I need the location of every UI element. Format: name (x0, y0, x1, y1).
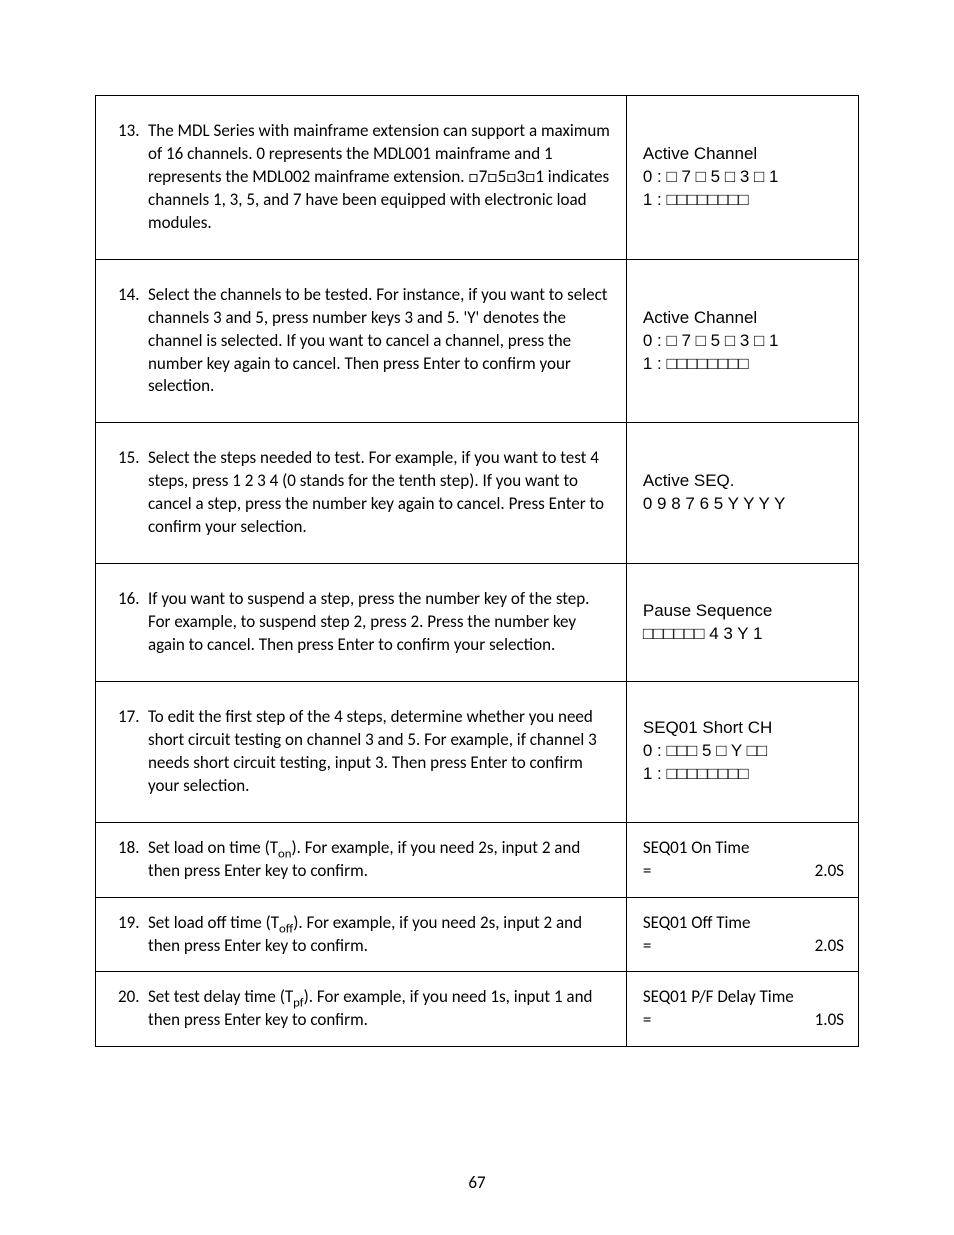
display-line: 1 : □□□□□□□□ (643, 353, 844, 376)
display-line: 1 : □□□□□□□□ (643, 763, 844, 786)
step-number: 17. (118, 706, 148, 798)
display-value: 2.0S (815, 860, 844, 883)
display-line: Pause Sequence (643, 600, 844, 623)
step-text: Select the steps needed to test. For exa… (148, 447, 610, 539)
display-line: 0 : □ 7 □ 5 □ 3 □ 1 (643, 166, 844, 189)
display-line: 0 9 8 7 6 5 Y Y Y Y (643, 493, 844, 516)
display-value-row: = 2.0S (643, 935, 844, 958)
instruction-table: 13. The MDL Series with mainframe extens… (95, 95, 859, 1047)
display-cell: Active Channel0 : □ 7 □ 5 □ 3 □ 11 : □□□… (626, 96, 858, 260)
display-title: SEQ01 On Time (643, 837, 844, 860)
display-value-row: = 1.0S (643, 1009, 844, 1032)
step-text: If you want to suspend a step, press the… (148, 588, 610, 657)
display-line: Active SEQ. (643, 470, 844, 493)
display-line: Active Channel (643, 143, 844, 166)
step-number: 20. (118, 986, 148, 1032)
instruction-cell: 19. Set load off time (Toff). For exampl… (96, 897, 627, 972)
display-line: □□□□□□ 4 3 Y 1 (643, 623, 844, 646)
table-row: 18. Set load on time (Ton). For example,… (96, 822, 859, 897)
display-line: 0 : □□□ 5 □ Y □□ (643, 740, 844, 763)
step-number: 14. (118, 284, 148, 399)
step-text: Select the channels to be tested. For in… (148, 284, 610, 399)
display-cell: SEQ01 On Time= 2.0S (626, 822, 858, 897)
table-body: 13. The MDL Series with mainframe extens… (96, 96, 859, 1047)
table-row: 15. Select the steps needed to test. For… (96, 423, 859, 564)
display-eq: = (643, 860, 651, 883)
step-text: To edit the first step of the 4 steps, d… (148, 706, 610, 798)
table-row: 17. To edit the first step of the 4 step… (96, 681, 859, 822)
display-cell: Active SEQ.0 9 8 7 6 5 Y Y Y Y (626, 423, 858, 564)
table-row: 20. Set test delay time (Tpf). For examp… (96, 972, 859, 1047)
display-eq: = (643, 935, 651, 958)
display-line: 1 : □□□□□□□□ (643, 189, 844, 212)
display-line: 0 : □ 7 □ 5 □ 3 □ 1 (643, 330, 844, 353)
instruction-cell: 18. Set load on time (Ton). For example,… (96, 822, 627, 897)
display-cell: SEQ01 P/F Delay Time= 1.0S (626, 972, 858, 1047)
step-number: 13. (118, 120, 148, 235)
step-number: 16. (118, 588, 148, 657)
instruction-cell: 13. The MDL Series with mainframe extens… (96, 96, 627, 260)
display-cell: Pause Sequence□□□□□□ 4 3 Y 1 (626, 564, 858, 682)
table-row: 19. Set load off time (Toff). For exampl… (96, 897, 859, 972)
instruction-cell: 20. Set test delay time (Tpf). For examp… (96, 972, 627, 1047)
display-value: 2.0S (815, 935, 844, 958)
display-value: 1.0S (815, 1009, 844, 1032)
display-eq: = (643, 1009, 651, 1032)
display-title: SEQ01 P/F Delay Time (643, 986, 844, 1009)
display-title: SEQ01 Off Time (643, 912, 844, 935)
step-text: The MDL Series with mainframe extension … (148, 120, 610, 235)
display-value-row: = 2.0S (643, 860, 844, 883)
display-line: SEQ01 Short CH (643, 717, 844, 740)
step-number: 19. (118, 912, 148, 958)
table-row: 13. The MDL Series with mainframe extens… (96, 96, 859, 260)
page: 13. The MDL Series with mainframe extens… (0, 0, 954, 1235)
step-text: Set test delay time (Tpf). For example, … (148, 986, 610, 1032)
step-text: Set load on time (Ton). For example, if … (148, 837, 610, 883)
display-line: Active Channel (643, 307, 844, 330)
instruction-cell: 14. Select the channels to be tested. Fo… (96, 259, 627, 423)
table-row: 14. Select the channels to be tested. Fo… (96, 259, 859, 423)
instruction-cell: 16. If you want to suspend a step, press… (96, 564, 627, 682)
instruction-cell: 17. To edit the first step of the 4 step… (96, 681, 627, 822)
display-cell: SEQ01 Short CH0 : □□□ 5 □ Y □□1 : □□□□□□… (626, 681, 858, 822)
table-row: 16. If you want to suspend a step, press… (96, 564, 859, 682)
instruction-cell: 15. Select the steps needed to test. For… (96, 423, 627, 564)
display-cell: Active Channel0 : □ 7 □ 5 □ 3 □ 11 : □□□… (626, 259, 858, 423)
step-text: Set load off time (Toff). For example, i… (148, 912, 610, 958)
display-cell: SEQ01 Off Time= 2.0S (626, 897, 858, 972)
page-number: 67 (0, 1172, 954, 1195)
step-number: 18. (118, 837, 148, 883)
step-number: 15. (118, 447, 148, 539)
